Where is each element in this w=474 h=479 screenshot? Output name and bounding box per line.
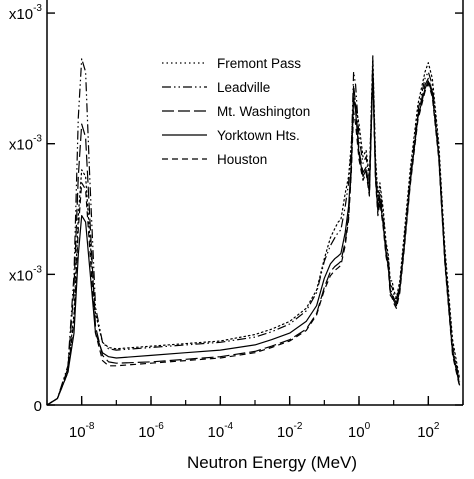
legend-label-3: Yorktown Hts. [217, 128, 300, 143]
x-tick-label-3: 10-2 [277, 421, 303, 441]
axes-layer: 10-8 10-6 10-4 10-2 100 102 0 x10-3 x10-3 x10-3 [9, 0, 464, 441]
legend: Fremont Pass Leadville Mt. Washington Yorkt… [162, 56, 310, 167]
x-tick-label-1: 10-6 [138, 421, 164, 441]
legend-label-1: Leadville [217, 80, 270, 95]
y-tick-label-3: x10-3 [9, 3, 43, 23]
legend-label-0: Fremont Pass [217, 56, 301, 71]
y-tick-label-2: x10-3 [9, 134, 43, 154]
series-line-3 [46, 71, 461, 406]
x-tick-label-2: 10-4 [208, 421, 234, 441]
x-tick-label-0: 10-8 [69, 421, 95, 441]
series-layer [46, 54, 461, 406]
legend-label-4: Houston [217, 152, 267, 167]
x-axis-title: Neutron Energy (MeV) [187, 453, 357, 472]
y-tick-label-0: 0 [34, 398, 42, 415]
x-tick-label-5: 102 [417, 421, 440, 441]
x-tick-label-4: 100 [348, 421, 371, 441]
legend-label-2: Mt. Washington [217, 104, 310, 119]
series-line-1 [46, 58, 461, 406]
y-tick-label-1: x10-3 [9, 264, 43, 284]
series-line-4 [46, 75, 461, 406]
